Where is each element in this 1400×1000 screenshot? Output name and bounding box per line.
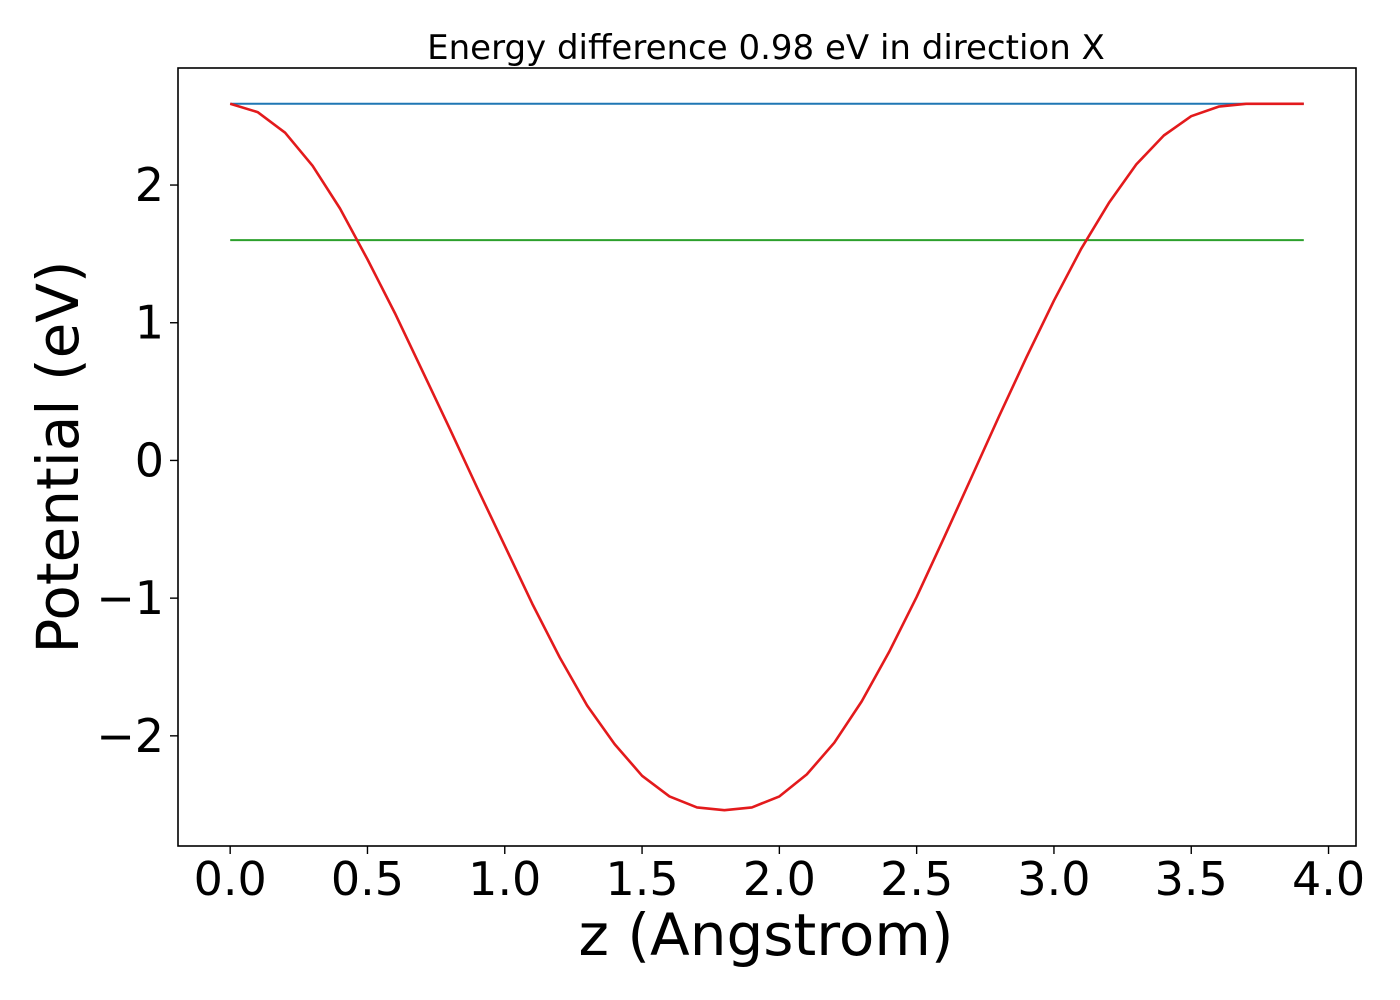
y-axis-ticks: −2 −1 0 1 2 <box>96 158 178 763</box>
x-axis-label: z (Angstrom) <box>579 901 954 969</box>
x-tick-label: 3.0 <box>1017 852 1090 906</box>
chart-title: Energy difference 0.98 eV in direction X <box>427 28 1105 68</box>
y-tick-label: 0 <box>135 433 164 487</box>
y-tick-label: −1 <box>96 571 164 625</box>
x-tick-label: 1.5 <box>605 852 678 906</box>
x-tick-label: 0.5 <box>331 852 404 906</box>
x-tick-label: 4.0 <box>1292 852 1365 906</box>
x-tick-label: 2.0 <box>743 852 816 906</box>
x-tick-label: 0.0 <box>194 852 267 906</box>
y-tick-label: 1 <box>135 296 164 350</box>
x-tick-label: 3.5 <box>1155 852 1228 906</box>
y-tick-label: −2 <box>96 709 164 763</box>
y-tick-label: 2 <box>135 158 164 212</box>
y-axis-label: Potential (eV) <box>24 260 92 653</box>
x-tick-label: 2.5 <box>880 852 953 906</box>
x-tick-label: 1.0 <box>468 852 541 906</box>
plot-area-frame <box>177 67 1357 847</box>
series-line-3 <box>229 102 1304 812</box>
x-axis-ticks: 0.0 0.5 1.0 1.5 2.0 2.5 3.0 3.5 4.0 <box>194 846 1365 906</box>
series-layer <box>229 102 1304 812</box>
